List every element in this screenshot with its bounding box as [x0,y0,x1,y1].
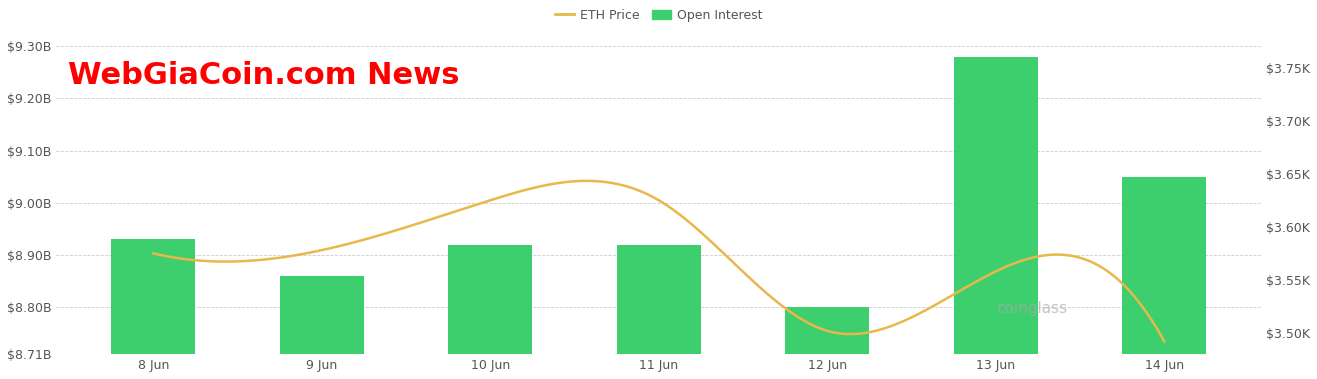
Bar [111,239,195,354]
Text: coinglass: coinglass [996,301,1067,316]
Bar [1122,177,1206,354]
Bar [954,56,1038,354]
Bar [616,244,701,354]
Legend: ETH Price, Open Interest: ETH Price, Open Interest [551,4,768,27]
Text: WebGiaCoin.com News: WebGiaCoin.com News [68,61,460,90]
Bar [785,307,869,354]
Bar [279,276,363,354]
Bar [448,244,532,354]
